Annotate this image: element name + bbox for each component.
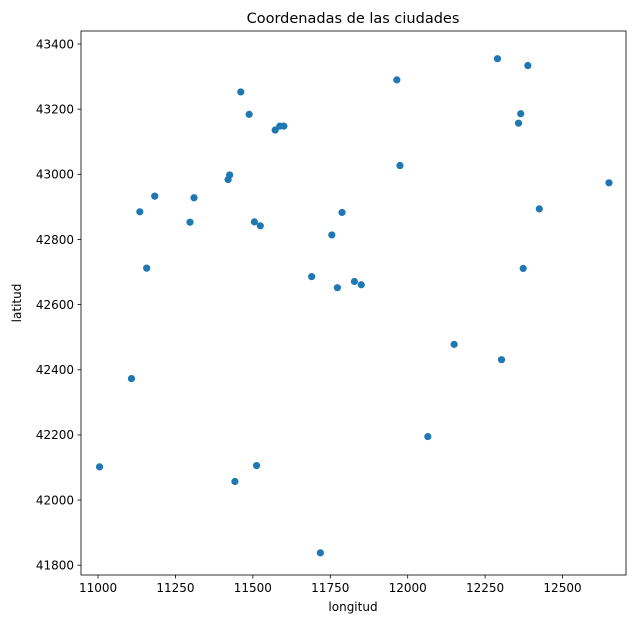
data-point [396, 161, 404, 170]
y-axis-ticks: 41800 42000 42200 42400 42600 42800 43000 43200… [36, 37, 81, 573]
data-point [151, 192, 159, 200]
data-point [226, 171, 234, 179]
data-point [250, 218, 259, 226]
data-point [519, 264, 527, 273]
data-point [256, 222, 264, 230]
data-point [350, 277, 359, 286]
data-points [95, 55, 613, 557]
data-point [338, 208, 346, 217]
data-point [424, 432, 432, 441]
x-tick-label: 11500 [234, 581, 272, 595]
data-point [328, 231, 336, 239]
y-tick-label: 43200 [36, 102, 74, 116]
data-point [450, 340, 458, 348]
y-axis-label: latitud [10, 284, 24, 323]
x-axis-label: longitud [328, 600, 377, 614]
x-tick-label: 11250 [156, 581, 194, 595]
data-point [393, 76, 401, 84]
y-tick-label: 41800 [36, 559, 74, 573]
x-tick-label: 11750 [311, 581, 349, 595]
chart-title: Coordenadas de las ciudades [247, 11, 460, 27]
data-point [245, 110, 253, 118]
y-tick-label: 43400 [36, 37, 74, 51]
y-tick-label: 42000 [36, 493, 74, 507]
data-point [95, 463, 104, 471]
data-point [231, 477, 239, 486]
y-tick-label: 42400 [36, 363, 74, 377]
data-point [316, 549, 324, 557]
data-point [237, 88, 245, 96]
data-point [493, 55, 502, 63]
data-point [136, 208, 144, 216]
data-point [535, 205, 543, 213]
data-point [497, 356, 506, 364]
data-point [517, 110, 525, 118]
data-point [514, 119, 523, 127]
data-point [308, 273, 316, 281]
plot-area: 11000 11250 11500 11750 12000 12250 12500 4180… [36, 30, 627, 595]
data-point [357, 281, 365, 289]
data-point [252, 461, 261, 470]
y-tick-label: 42600 [36, 298, 74, 312]
data-point [143, 264, 151, 272]
x-axis-ticks: 11000 11250 11500 11750 12000 12250 12500 [79, 575, 582, 595]
data-point [605, 179, 613, 187]
data-point [333, 284, 341, 292]
y-tick-label: 42200 [36, 428, 74, 442]
x-tick-label: 12000 [389, 581, 427, 595]
data-point [280, 122, 288, 130]
data-point [186, 218, 194, 226]
y-tick-label: 43000 [36, 168, 74, 182]
data-point [127, 374, 136, 383]
y-tick-label: 42800 [36, 233, 74, 247]
data-point [190, 194, 198, 202]
x-tick-label: 12250 [466, 581, 504, 595]
data-point [524, 61, 532, 70]
x-tick-label: 11000 [79, 581, 117, 595]
axes-frame [80, 30, 627, 576]
x-tick-label: 12500 [543, 581, 581, 595]
